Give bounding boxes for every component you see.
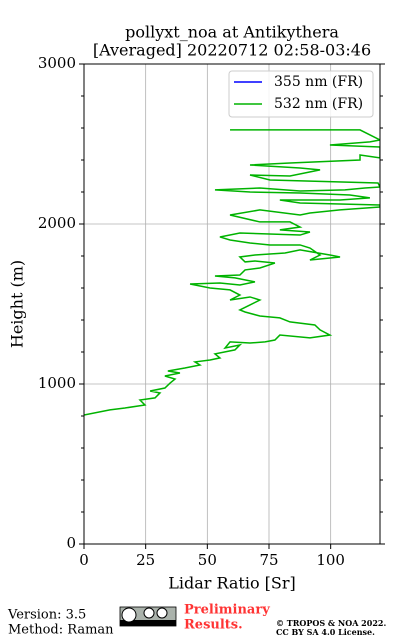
y-tick-label: 0 <box>66 534 76 552</box>
copyright: © TROPOS & NOA 2022. <box>276 618 386 628</box>
cc-band <box>120 620 176 626</box>
version: Version: 3.5 <box>7 608 86 623</box>
results: Results. <box>184 618 243 633</box>
chart-subtitle: [Averaged] 20220712 02:58-03:46 <box>93 41 371 60</box>
y-tick-label: 1000 <box>38 374 76 392</box>
x-tick-label: 75 <box>259 551 278 569</box>
chart-title: pollyxt_noa at Antikythera <box>125 23 339 42</box>
method: Method: Raman <box>8 623 114 638</box>
x-tick-label: 25 <box>136 551 155 569</box>
license: CC BY SA 4.0 License. <box>276 627 375 637</box>
sa-circle <box>156 607 168 619</box>
by-circle <box>143 607 155 619</box>
y-axis-label: Height (m) <box>8 260 27 348</box>
y-tick-label: 2000 <box>38 214 76 232</box>
plot-frame <box>83 63 381 545</box>
x-tick-label: 100 <box>316 551 345 569</box>
data-line <box>84 129 380 416</box>
grid <box>83 63 380 545</box>
cc-circle <box>121 607 137 623</box>
y-tick-label: 3000 <box>38 54 76 72</box>
x-tick-label: 50 <box>198 551 217 569</box>
preliminary: Preliminary <box>184 603 270 618</box>
legend-box <box>228 70 374 118</box>
legend-label: 532 nm (FR) <box>274 96 363 112</box>
lines <box>84 129 380 416</box>
x-tick-label: 0 <box>79 551 89 569</box>
legend-label: 355 nm (FR) <box>274 74 363 90</box>
x-axis-label: Lidar Ratio [Sr] <box>168 574 296 593</box>
cc-logo <box>119 606 177 627</box>
legend: 355 nm (FR) 532 nm (FR) <box>228 70 374 118</box>
